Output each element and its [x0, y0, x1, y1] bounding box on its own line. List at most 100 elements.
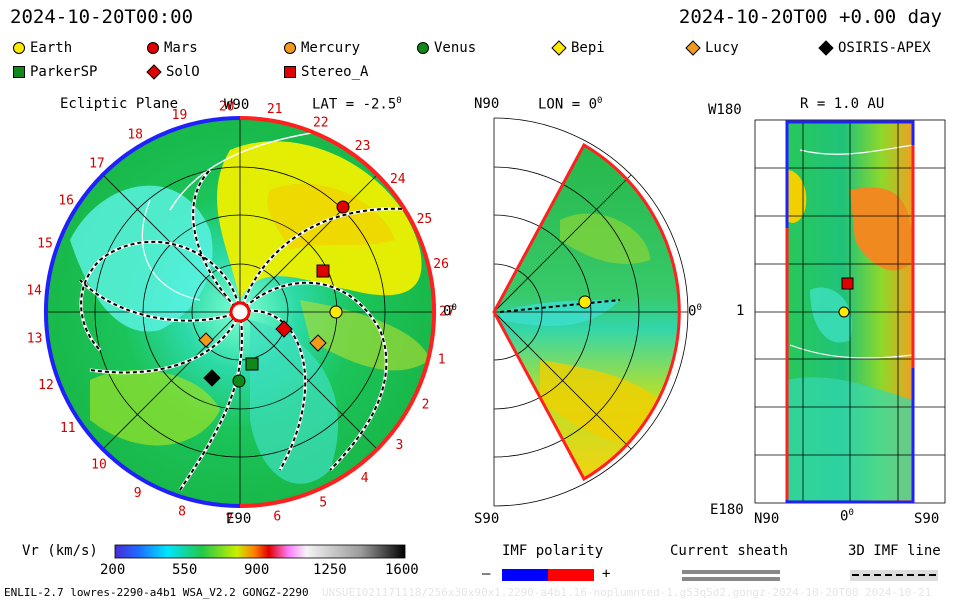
legend-label: OSIRIS-APEX	[838, 40, 931, 56]
square-icon	[283, 65, 297, 79]
legend-label: Mercury	[301, 40, 361, 56]
imf-line-title: 3D IMF line	[848, 543, 941, 559]
legend-item-mars: Mars	[146, 40, 198, 56]
carrington-tick-label: 23	[355, 139, 371, 154]
current-sheath-title: Current sheath	[670, 543, 789, 559]
meridional-panel	[492, 117, 689, 507]
carrington-tick-label: 5	[319, 496, 327, 511]
meridional-lon: LON = 00	[538, 96, 603, 113]
legend-item-solo: SolO	[146, 64, 200, 80]
header-right-time: 2024-10-20T00 +0.00 day	[678, 6, 942, 28]
ecliptic-rim-positive	[239, 116, 436, 508]
carrington-tick-label: 14	[26, 283, 42, 298]
carrington-tick-label: 17	[89, 157, 105, 172]
circle-icon	[283, 41, 297, 55]
carrington-tick-label: 18	[127, 128, 143, 143]
colorbar-tick: 1600	[385, 562, 419, 578]
carrington-tick-label: 21	[267, 102, 283, 117]
legend-label: SolO	[166, 64, 200, 80]
stereo-a-marker-radial	[841, 277, 854, 290]
earth-marker-radial	[838, 306, 850, 318]
footer-model: ENLIL-2.7 lowres-2290-a4b1 WSA_V2.2 GONG…	[4, 586, 309, 599]
legend-label: Venus	[434, 40, 477, 56]
meridional-south: S90	[474, 511, 500, 527]
imf-minus: –	[482, 566, 491, 582]
carrington-tick-label: 22	[313, 115, 329, 130]
meridional-north: N90	[474, 96, 500, 112]
square-icon	[12, 65, 26, 79]
radial-bottom-left: E180	[710, 502, 744, 518]
colorbar-tick: 1250	[313, 562, 347, 578]
diamond-icon	[685, 40, 701, 56]
circle-icon	[12, 41, 26, 55]
circle-icon	[416, 41, 430, 55]
carrington-tick-label: 20	[219, 99, 235, 114]
colorbar-label: Vr (km/s)	[22, 543, 98, 559]
parkersp-marker	[245, 357, 259, 371]
legend-label: Lucy	[705, 40, 739, 56]
legend-label: Earth	[30, 40, 73, 56]
legend-item-mercury: Mercury	[283, 40, 360, 56]
diamond-icon	[146, 64, 162, 80]
legend-label: Bepi	[571, 40, 605, 56]
carrington-tick-label: 19	[172, 108, 188, 123]
carrington-tick-label: 2	[422, 398, 430, 413]
colorbar-tick: 200	[100, 562, 126, 578]
radial-top-left: W180	[708, 102, 742, 118]
legend-label: Stereo_A	[301, 64, 369, 80]
ecliptic-right-label: 00	[443, 303, 457, 320]
imf-polarity-title: IMF polarity	[502, 543, 604, 559]
legend-label: Mars	[164, 40, 198, 56]
carrington-tick-label: 10	[91, 458, 107, 473]
legend-item-parkersp: ParkerSP	[12, 64, 97, 80]
carrington-tick-label: 3	[395, 438, 403, 453]
lucy-marker	[309, 334, 327, 352]
radial-mid-left: 1	[736, 303, 745, 319]
carrington-tick-label: 7	[225, 513, 233, 528]
legend-item-stereo-a: Stereo_A	[283, 64, 368, 80]
legend-item-venus: Venus	[416, 40, 476, 56]
carrington-tick-label: 4	[361, 471, 369, 486]
imf-positive-bar	[548, 569, 594, 581]
imf-line-sample	[850, 570, 938, 581]
colorbar-tick: 550	[172, 562, 198, 578]
osiris-apex-marker	[203, 369, 221, 387]
carrington-tick-label: 24	[390, 172, 406, 187]
carrington-tick-label: 13	[27, 332, 43, 347]
meridional-right-label: 00	[688, 303, 702, 320]
mercury-marker	[198, 332, 214, 348]
stereo-a-marker	[316, 264, 330, 278]
legend-item-bepi: Bepi	[551, 40, 605, 56]
carrington-tick-label: 6	[273, 510, 281, 525]
carrington-tick-label: 9	[134, 486, 142, 501]
venus-marker	[232, 374, 246, 388]
carrington-tick-label: 1	[438, 353, 446, 368]
ecliptic-title: Ecliptic Plane	[60, 96, 179, 112]
earth-marker-meridional	[578, 295, 592, 309]
diamond-icon	[551, 40, 567, 56]
meridional-rim	[492, 142, 681, 482]
radial-title: R = 1.0 AU	[800, 96, 885, 112]
radial-panel	[754, 119, 946, 504]
circle-icon	[146, 41, 160, 55]
header-left-time: 2024-10-20T00:00	[10, 6, 194, 28]
carrington-tick-label: 16	[58, 194, 74, 209]
legend-item-lucy: Lucy	[685, 40, 739, 56]
sun-marker	[229, 301, 251, 323]
current-sheath-line	[682, 570, 780, 574]
legend-item-earth: Earth	[12, 40, 72, 56]
carrington-tick-label: 26	[433, 257, 449, 272]
carrington-tick-label: 15	[37, 237, 53, 252]
earth-marker	[329, 305, 343, 319]
radial-bottom-n: N90	[754, 511, 780, 527]
mars-marker	[336, 200, 350, 214]
ecliptic-rim-negative	[44, 116, 241, 508]
colorbar-tick: 900	[244, 562, 270, 578]
imf-negative-bar	[502, 569, 548, 581]
ecliptic-lat: LAT = -2.50	[312, 96, 402, 113]
carrington-tick-label: 11	[60, 421, 76, 436]
colorbar	[114, 544, 406, 559]
radial-bottom-s: S90	[914, 511, 940, 527]
